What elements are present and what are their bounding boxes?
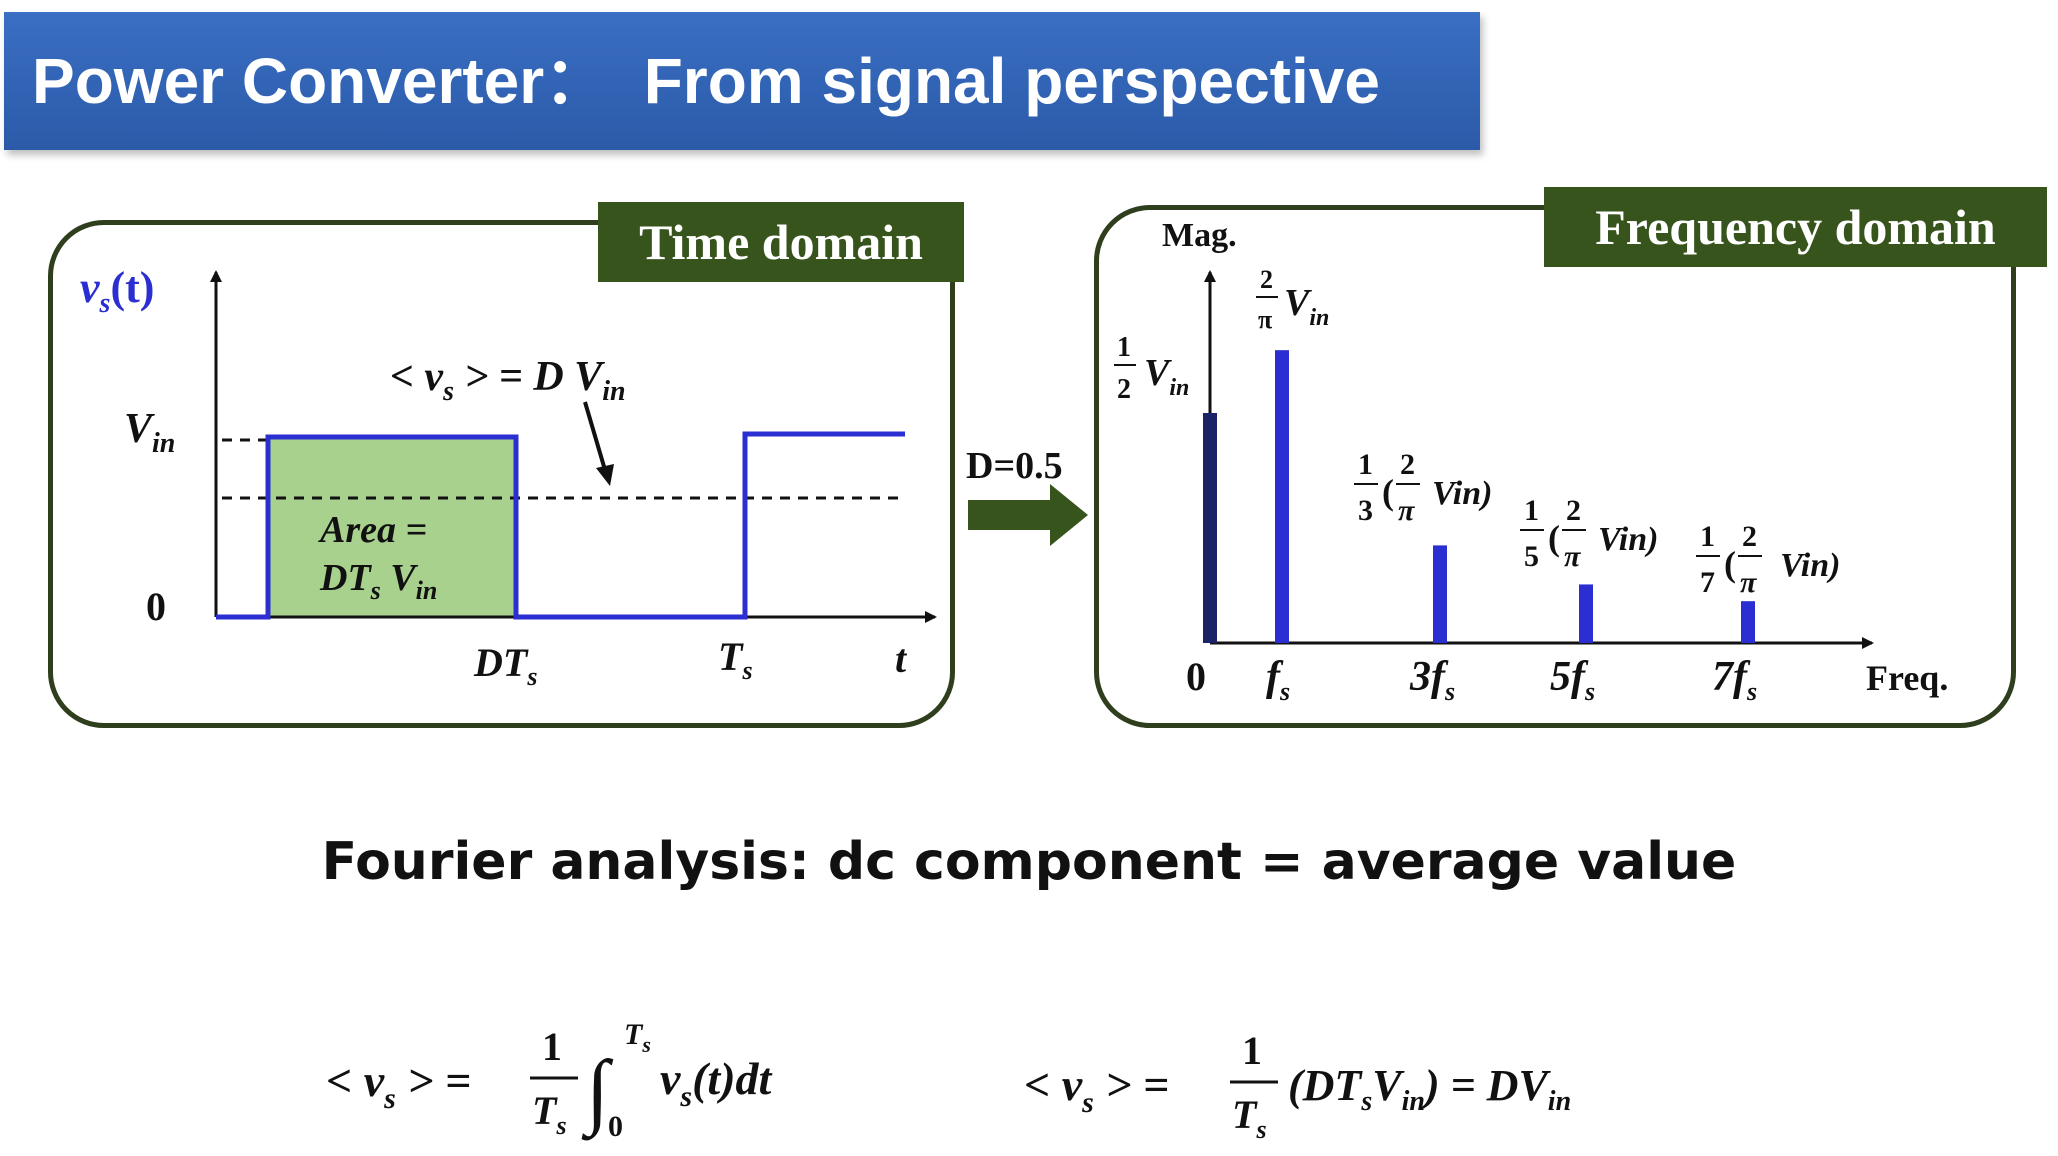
- svg-text:1: 1: [1117, 332, 1131, 363]
- svg-text:Vin: Vin: [1284, 282, 1329, 331]
- svg-text:(: (: [1382, 472, 1394, 512]
- svg-text:Ts: Ts: [1232, 1092, 1267, 1144]
- freq-tick-3fs: 3fs: [1409, 654, 1455, 706]
- time-zero-label: 0: [146, 584, 166, 629]
- time-domain-plot: vs(t) Vin 0 < vs > = D Vin Area = DTs Vi…: [80, 263, 937, 691]
- freq-y-axis-label: Mag.: [1162, 217, 1237, 254]
- third-harmonic-label: 1 3 ( 2 π Vin): [1354, 448, 1492, 527]
- transform-arrow: [968, 484, 1088, 546]
- svg-text:(: (: [1548, 518, 1560, 558]
- spectrum-bar-7fs: [1741, 601, 1755, 643]
- duty-cycle-label: D=0.5: [966, 445, 1063, 487]
- svg-text:vs(t)dt: vs(t)dt: [660, 1053, 773, 1113]
- freq-tick-fs: fs: [1266, 654, 1290, 706]
- svg-text:2: 2: [1117, 374, 1131, 405]
- pwm-waveform: [216, 431, 905, 620]
- freq-x-axis-label: Freq.: [1866, 658, 1948, 698]
- freq-tick-0: 0: [1186, 654, 1206, 699]
- freq-tick-5fs: 5fs: [1550, 654, 1595, 706]
- svg-text:2: 2: [1742, 520, 1757, 553]
- svg-text:∫: ∫: [581, 1044, 614, 1141]
- svg-text:< vs > =: < vs > =: [326, 1055, 471, 1115]
- svg-text:π: π: [1258, 305, 1272, 334]
- vin-level-label: Vin: [124, 406, 175, 459]
- area-label-line2: DTs Vin: [319, 557, 437, 605]
- fourier-heading: Fourier analysis: dc component = average…: [321, 832, 1737, 892]
- svg-text:1: 1: [1524, 494, 1539, 527]
- svg-text:Vin): Vin): [1432, 475, 1492, 512]
- title-bar: Power Converter： From signal perspective: [4, 12, 1480, 150]
- svg-text:Vin): Vin): [1780, 547, 1840, 584]
- svg-text:7: 7: [1700, 566, 1715, 599]
- spectrum-bar-5fs: [1579, 584, 1593, 643]
- equation-average-integral: < vs > = 1 Ts ∫ Ts 0 vs(t)dt: [326, 1018, 773, 1143]
- area-label-line1: Area =: [318, 509, 427, 551]
- time-domain-tag: Time domain: [598, 202, 964, 282]
- fifth-harmonic-label: 1 5 ( 2 π Vin): [1520, 494, 1658, 573]
- svg-text:(DTsVin) = DVin: (DTsVin) = DVin: [1288, 1061, 1571, 1117]
- average-pointer-arrowhead: [596, 464, 614, 486]
- svg-text:π: π: [1398, 494, 1415, 527]
- svg-text:(: (: [1724, 544, 1736, 584]
- svg-text:Ts: Ts: [624, 1018, 651, 1057]
- svg-text:2: 2: [1260, 265, 1273, 294]
- svg-text:5: 5: [1524, 540, 1539, 573]
- tick-dts: DTs: [473, 640, 537, 691]
- equation-average-result: < vs > = 1 Ts (DTsVin) = DVin: [1024, 1028, 1571, 1144]
- svg-text:π: π: [1740, 566, 1757, 599]
- average-label: < vs > = D Vin: [390, 354, 626, 407]
- frequency-domain-tag: Frequency domain: [1544, 187, 2047, 267]
- frequency-domain-plot: Mag. Freq. 0 fs 3fs 5fs 7fs 1 2 Vin 2 π …: [1114, 217, 1948, 706]
- dc-magnitude-label: 1 2 Vin: [1114, 332, 1189, 405]
- svg-text:1: 1: [1700, 520, 1715, 553]
- area-fill: [268, 437, 516, 617]
- svg-text:Ts: Ts: [532, 1088, 567, 1140]
- spectrum-bar-3fs: [1433, 545, 1447, 643]
- svg-text:3: 3: [1358, 494, 1373, 527]
- svg-text:0: 0: [608, 1110, 623, 1143]
- spectrum-bar-0: [1203, 413, 1217, 643]
- fundamental-magnitude-label: 2 π Vin: [1256, 265, 1329, 334]
- average-pointer-arrow: [583, 401, 607, 471]
- svg-text:1: 1: [1242, 1028, 1262, 1073]
- page-title: Power Converter： From signal perspective: [32, 45, 1380, 117]
- time-y-axis-label: vs(t): [80, 263, 154, 319]
- svg-text:< vs > =: < vs > =: [1024, 1059, 1169, 1119]
- time-x-axis-label: t: [895, 636, 908, 681]
- tick-ts: Ts: [718, 634, 753, 685]
- svg-text:Vin: Vin: [1144, 352, 1189, 401]
- svg-text:1: 1: [542, 1024, 562, 1069]
- svg-text:π: π: [1564, 540, 1581, 573]
- svg-text:2: 2: [1566, 494, 1581, 527]
- seventh-harmonic-label: 1 7 ( 2 π Vin): [1696, 520, 1840, 599]
- svg-text:1: 1: [1358, 448, 1373, 481]
- svg-text:Vin): Vin): [1598, 521, 1658, 558]
- freq-tick-7fs: 7fs: [1712, 654, 1757, 706]
- spectrum-bar-fs: [1275, 350, 1289, 643]
- svg-text:2: 2: [1400, 448, 1415, 481]
